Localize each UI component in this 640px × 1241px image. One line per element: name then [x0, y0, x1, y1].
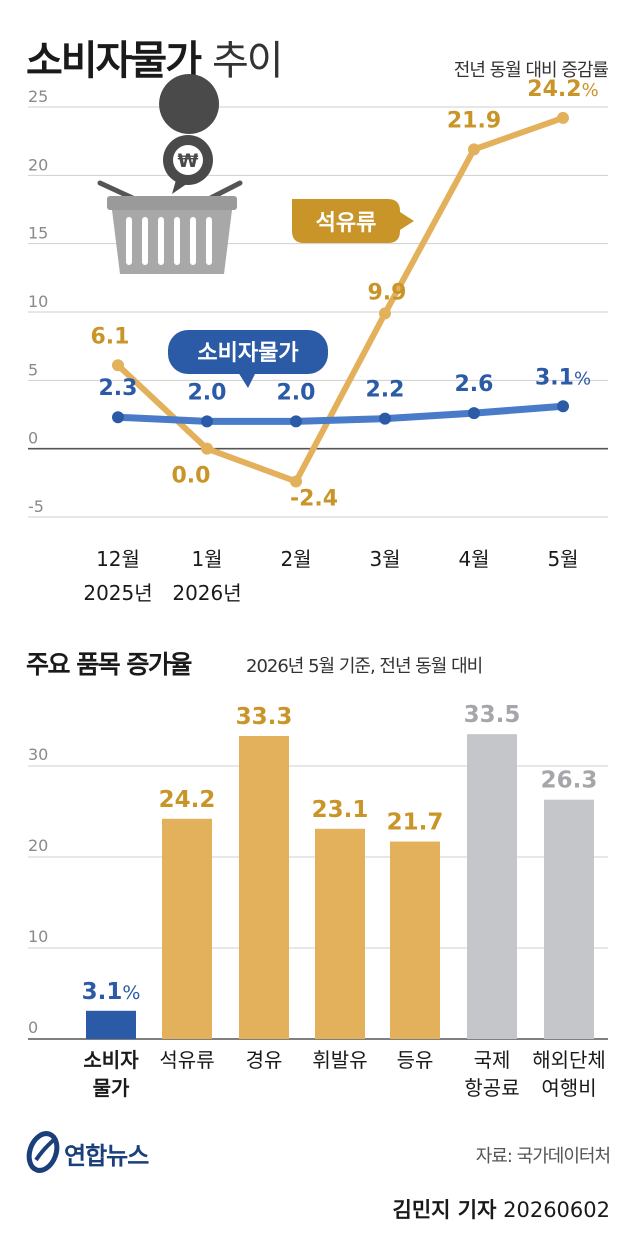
bar: [544, 799, 594, 1039]
data-point: [468, 143, 480, 156]
data-point: [112, 359, 124, 372]
x-tick-label: 5월: [547, 547, 578, 571]
data-label: 24.2%: [527, 77, 598, 102]
y-tick-label: 5: [28, 360, 38, 379]
data-label: 2.3: [99, 376, 138, 401]
y-tick-label: 30: [28, 745, 48, 764]
line-chart-note: 전년 동월 대비 증감률: [453, 60, 609, 81]
data-point: [290, 475, 302, 488]
x-tick-label: 국제 항공료: [464, 1048, 519, 1100]
bar-chart-bars: [86, 734, 594, 1039]
bar-chart: 0 10 20 30 3.1% 24.2 33.3 23.1 21.7 33.5 26.3 소비자…: [28, 702, 608, 1100]
data-label: 2.0: [188, 380, 227, 405]
svg-text:₩: ₩: [178, 150, 199, 172]
data-point: [112, 411, 124, 424]
x-tick-label: 12월: [96, 547, 140, 571]
petroleum-badge: 석유류: [292, 199, 414, 243]
bar-chart-subtitle: 2026년 5월 기준, 전년 동월 대비: [246, 656, 483, 677]
x-tick-label: 2월: [280, 547, 311, 571]
bar: [315, 828, 365, 1039]
x-tick-label: 3월: [369, 547, 400, 571]
line-chart-data-labels: 6.1 0.0 -2.4 9.9 21.9 24.2% 2.3 2.0 2.0 2.2 2.6 3.1…: [91, 77, 599, 512]
data-label: 0.0: [172, 464, 211, 489]
bar: [467, 734, 517, 1039]
x-tick-label: 석유류: [159, 1048, 214, 1072]
page-title: 소비자물가 추이: [26, 28, 284, 86]
y-tick-label: 0: [28, 429, 38, 448]
line-chart-series: [112, 111, 569, 488]
data-point: [468, 407, 480, 420]
x-tick-label: 소비자 물가: [83, 1048, 139, 1100]
petroleum-badge-label: 석유류: [316, 211, 377, 236]
y-tick-label: 25: [28, 87, 48, 106]
y-tick-label: 15: [28, 224, 48, 243]
data-label: 21.9: [447, 108, 501, 133]
data-label: 24.2: [159, 787, 216, 813]
data-label: 3.1%: [82, 979, 141, 1005]
y-tick-label: 10: [28, 927, 48, 946]
yonhap-logo: 연합뉴스: [26, 1130, 149, 1178]
yonhap-logo-text: 연합뉴스: [64, 1142, 149, 1170]
y-tick-label: -5: [28, 497, 44, 516]
data-point: [379, 307, 391, 320]
x-tick-label: 경유: [246, 1048, 283, 1072]
data-label: -2.4: [290, 486, 338, 511]
reporter-name: 김민지 기자: [392, 1198, 497, 1222]
title-bold: 소비자물가: [26, 38, 202, 84]
bar: [239, 735, 289, 1039]
bar: [86, 1010, 136, 1039]
y-tick-label: 20: [28, 155, 48, 174]
data-point: [290, 415, 302, 428]
publish-date: 20260602: [503, 1198, 610, 1222]
x-tick-label: 4월: [458, 547, 489, 571]
data-label: 9.9: [368, 280, 407, 305]
line-chart-grid: -5 0 5 10 15 20 25: [28, 87, 608, 518]
series-line-cpi: [114, 402, 567, 425]
data-label: 21.7: [387, 810, 444, 836]
data-label: 23.1: [312, 797, 369, 823]
bar-chart-data-labels: 3.1% 24.2 33.3 23.1 21.7 33.5 26.3: [82, 702, 598, 1005]
cpi-badge: 소비자물가: [168, 330, 328, 388]
source-note: 자료: 국가데이터처: [475, 1146, 611, 1167]
data-label: 26.3: [541, 768, 598, 794]
cpi-badge-label: 소비자물가: [197, 341, 298, 366]
data-label: 2.0: [277, 380, 316, 405]
data-label: 6.1: [91, 324, 130, 349]
y-tick-label: 10: [28, 292, 48, 311]
bar-chart-title: 주요 품목 증가율: [26, 650, 192, 679]
x-tick-label: 해외단체 여행비: [532, 1048, 606, 1100]
y-tick-label: 20: [28, 836, 48, 855]
basket-icon: ₩: [97, 74, 243, 274]
data-point: [201, 442, 213, 455]
yonhap-logo-icon: [26, 1131, 60, 1173]
data-label: 2.6: [455, 372, 494, 397]
series-line-petroleum: [115, 114, 566, 485]
y-tick-label: 0: [28, 1018, 38, 1037]
x-tick-sublabel: 2026년: [172, 581, 241, 605]
x-tick-sublabel: 2025년: [83, 581, 152, 605]
x-tick-label: 등유: [397, 1048, 434, 1072]
line-chart-x-axis: 12월 2025년 1월 2026년 2월 3월 4월 5월: [83, 547, 578, 605]
bar: [162, 818, 212, 1039]
data-point: [201, 415, 213, 428]
data-label: 3.1%: [535, 365, 591, 390]
line-chart: -5 0 5 10 15 20 25 ₩ 석유류 소비자물가 6.1 0.0 -2.4 9.9 21…: [28, 74, 608, 605]
data-label: 33.5: [464, 702, 521, 728]
data-point: [379, 412, 391, 425]
data-point: [557, 111, 569, 124]
data-label: 33.3: [236, 704, 293, 730]
credit-line: 김민지 기자 20260602: [393, 1194, 611, 1224]
data-label: 2.2: [366, 378, 405, 403]
title-light: 추이: [211, 38, 284, 84]
data-point: [557, 400, 569, 413]
x-tick-label: 휘발유: [312, 1048, 367, 1072]
bar: [390, 841, 440, 1039]
x-tick-label: 1월: [191, 547, 222, 571]
